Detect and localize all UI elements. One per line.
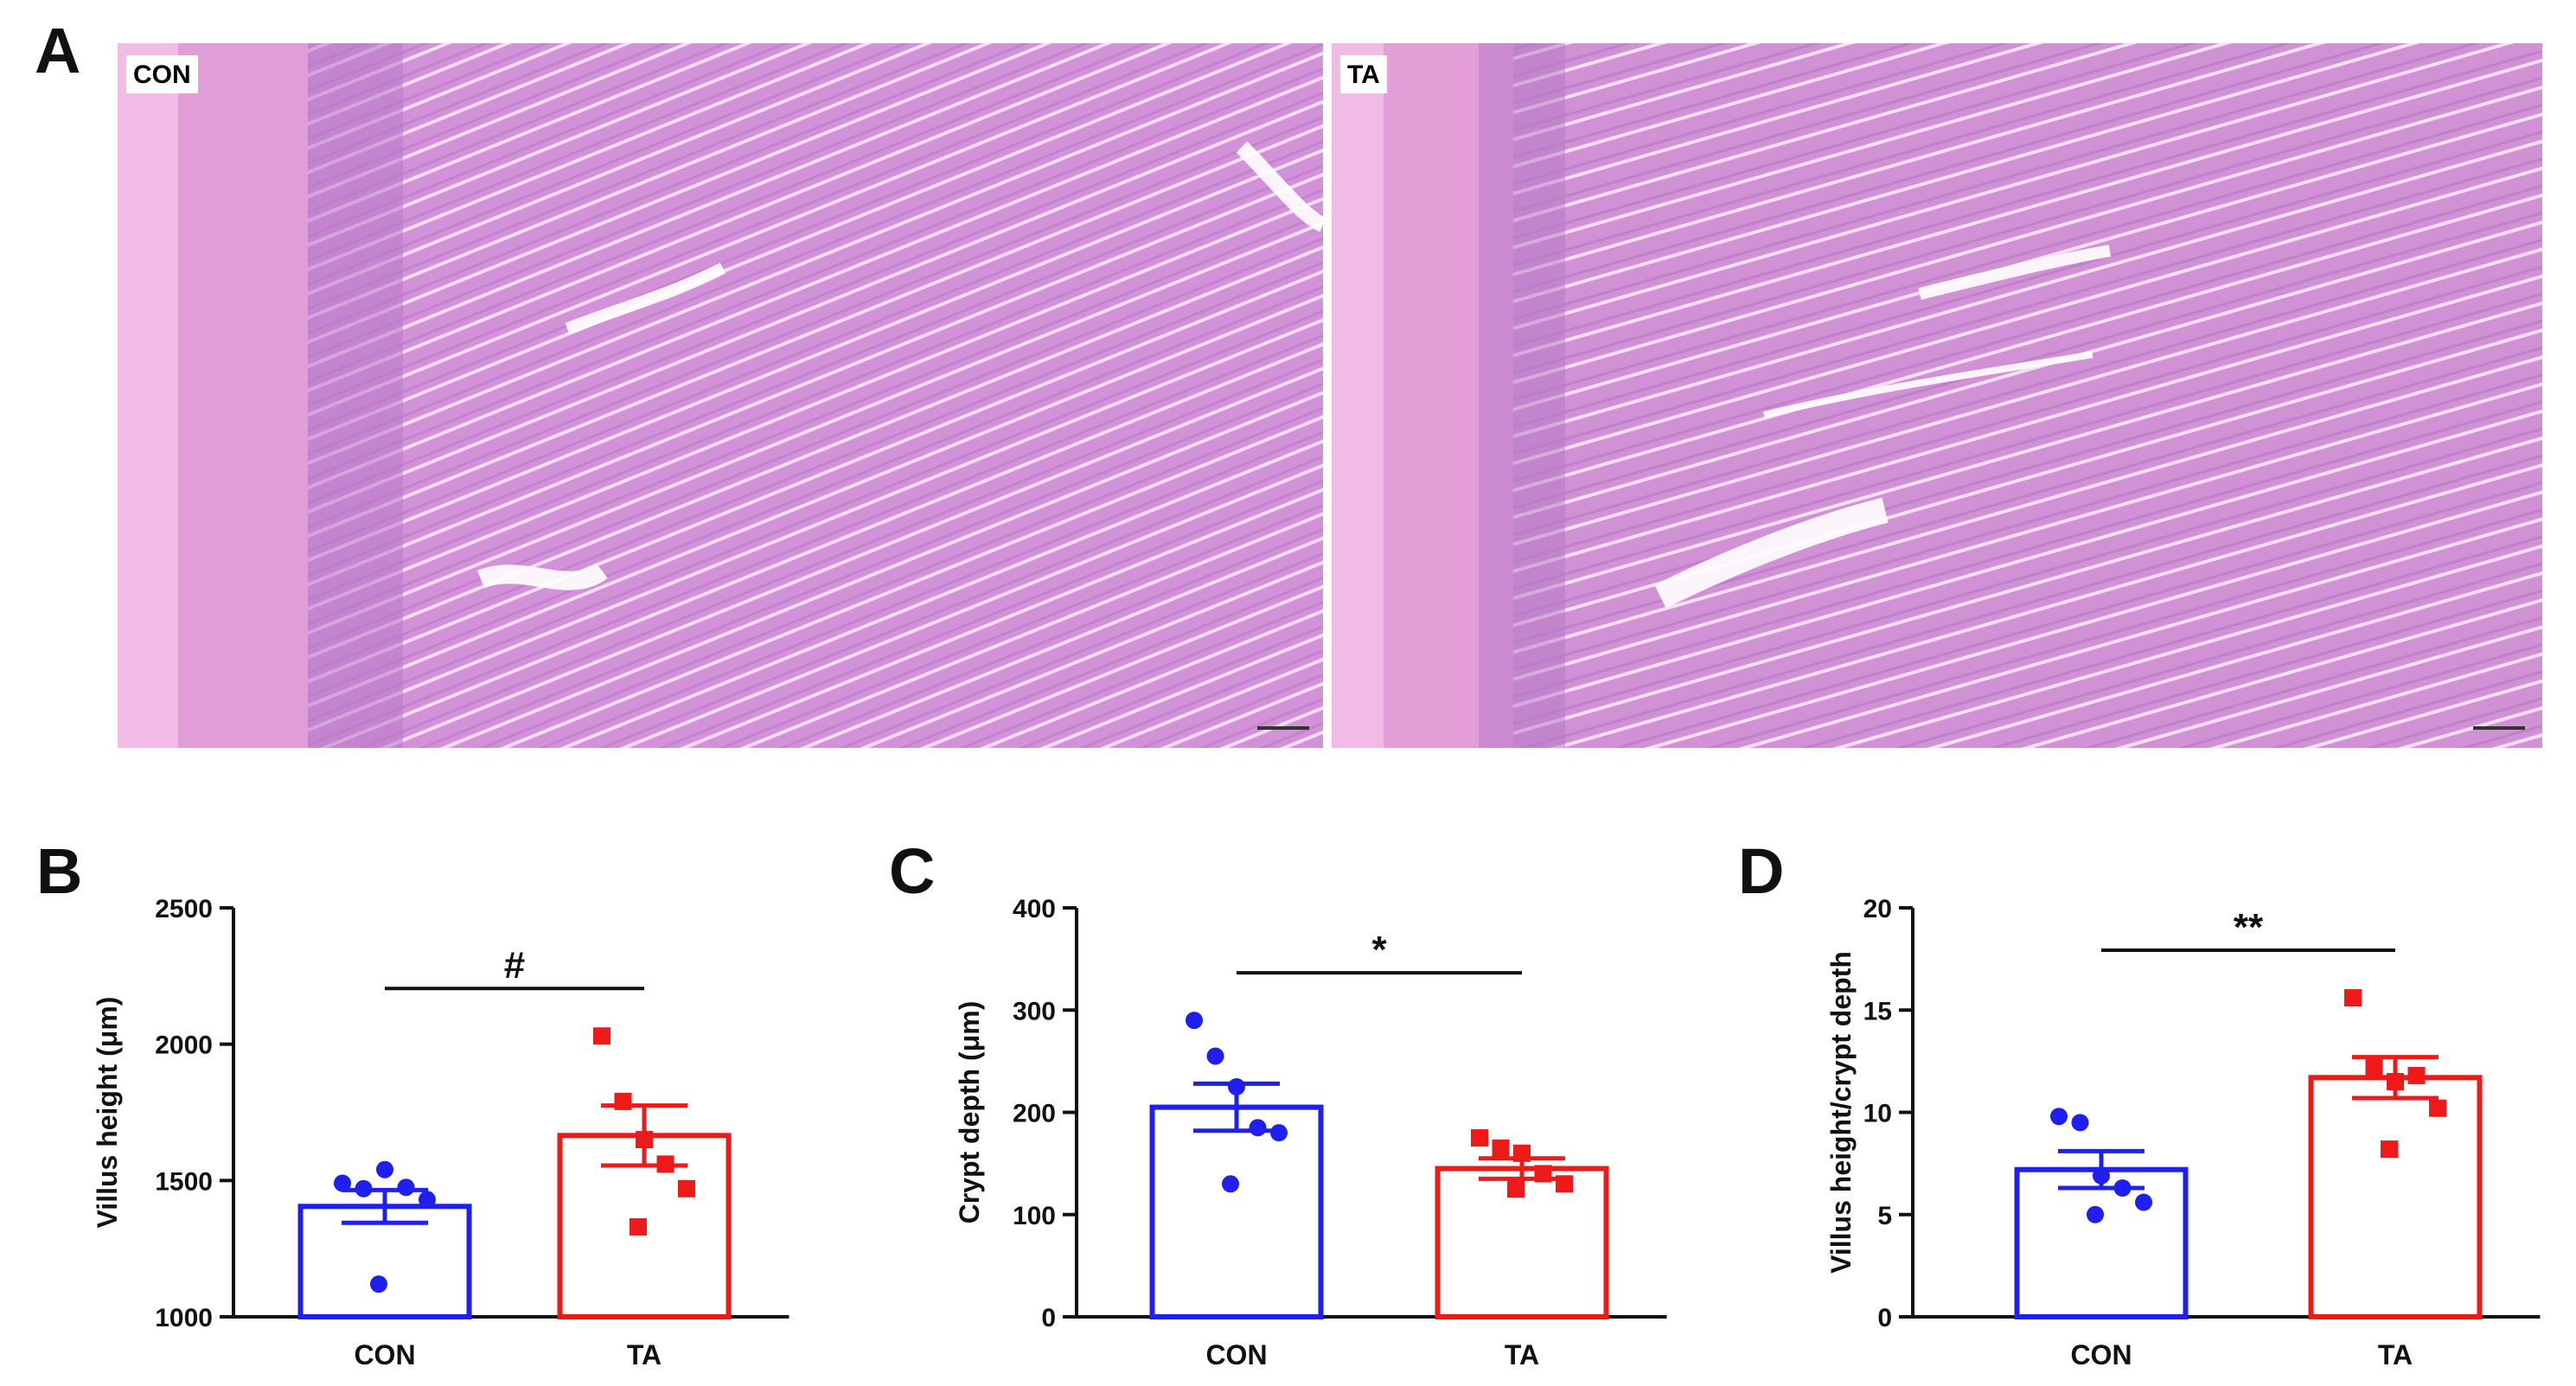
category-label-ta: TA xyxy=(627,1339,662,1370)
data-point-ta xyxy=(1507,1180,1525,1198)
data-point-ta xyxy=(1471,1129,1488,1147)
data-point-con xyxy=(370,1275,387,1293)
data-point-con xyxy=(397,1178,415,1197)
y-axis-title: Villus height/crypt depth xyxy=(1825,951,1857,1274)
data-point-ta xyxy=(2407,1066,2426,1084)
y-tick-label: 10 xyxy=(1863,1100,1892,1128)
y-tick-label: 400 xyxy=(1013,895,1056,923)
data-point-ta xyxy=(1492,1139,1510,1157)
chart-panel-b: B 1000 1500 2000 2500 Villus height (μm) CON TA… xyxy=(36,835,789,1370)
serosa-layer-ta xyxy=(1332,43,1384,748)
panel-letter-b: B xyxy=(36,835,82,907)
y-tick-label: 0 xyxy=(1877,1304,1892,1332)
bar-con xyxy=(2014,1166,2189,1319)
data-point-con xyxy=(1186,1012,1203,1030)
y-tick-label: 2000 xyxy=(155,1032,213,1060)
crypt-band-ta xyxy=(1479,43,1565,748)
villi-texture-ta xyxy=(1513,43,2542,748)
histology-label-con: CON xyxy=(126,55,198,93)
y-tick-label: 0 xyxy=(1041,1304,1056,1332)
bar-ta xyxy=(2308,1075,2483,1320)
data-point-con xyxy=(2093,1166,2110,1185)
data-point-ta xyxy=(614,1092,632,1110)
y-axis-title: Crypt depth (μm) xyxy=(954,1001,985,1224)
y-tick-label: 15 xyxy=(1863,997,1892,1025)
data-point-con xyxy=(419,1191,436,1209)
data-point-ta xyxy=(1513,1144,1531,1162)
y-tick-label: 300 xyxy=(1013,997,1056,1025)
y-axis-title: Villus height (μm) xyxy=(92,997,123,1229)
category-label-ta: TA xyxy=(1505,1339,1539,1370)
data-point-ta xyxy=(2344,989,2362,1007)
panel-letter-c: C xyxy=(889,835,935,907)
panel-a-letter: A xyxy=(35,15,81,86)
serosa-layer-con xyxy=(118,43,178,748)
y-tick-label: 100 xyxy=(1013,1202,1056,1230)
histology-image-ta: TA xyxy=(1332,43,2542,748)
data-point-ta xyxy=(2429,1099,2446,1117)
data-point-con xyxy=(2071,1114,2089,1132)
data-point-con xyxy=(2087,1205,2104,1223)
data-point-ta xyxy=(630,1217,647,1236)
data-point-ta xyxy=(2365,1058,2383,1076)
category-label-con: CON xyxy=(354,1339,415,1370)
panel-letter-d: D xyxy=(1738,835,1784,907)
significance-marker: * xyxy=(1371,929,1387,971)
y-tick-label: 5 xyxy=(1877,1202,1892,1230)
significance-marker: # xyxy=(504,944,525,987)
data-point-con xyxy=(376,1160,393,1178)
muscularis-layer-con xyxy=(178,43,308,748)
data-point-con xyxy=(2113,1179,2132,1198)
data-point-ta xyxy=(1534,1165,1552,1183)
data-point-con xyxy=(1206,1047,1224,1065)
villi-texture-con xyxy=(308,43,1323,748)
histology-image-con: CON xyxy=(118,43,1323,748)
data-point-ta xyxy=(656,1155,674,1173)
data-point-ta xyxy=(593,1027,610,1045)
data-point-ta xyxy=(678,1179,695,1198)
category-label-ta: TA xyxy=(2378,1339,2413,1370)
data-point-con xyxy=(355,1179,373,1198)
data-point-con xyxy=(2050,1108,2068,1126)
histology-label-ta: TA xyxy=(1340,55,1387,93)
data-point-con xyxy=(1249,1119,1267,1137)
data-point-ta xyxy=(2387,1073,2404,1091)
y-tick-label: 1500 xyxy=(155,1167,213,1196)
data-point-con xyxy=(1270,1124,1288,1142)
y-tick-label: 200 xyxy=(1013,1100,1056,1128)
scale-bar-ta xyxy=(2473,726,2525,730)
y-tick-label: 1000 xyxy=(155,1304,213,1332)
category-label-con: CON xyxy=(1205,1339,1267,1370)
data-point-ta xyxy=(2381,1140,2398,1159)
chart-panel-c: C 0 100 200 300 400 Crypt depth (μm) CON TA * xyxy=(889,835,1667,1370)
data-point-ta xyxy=(636,1131,653,1149)
data-point-con xyxy=(1222,1175,1239,1193)
significance-marker: ** xyxy=(2234,906,2264,948)
y-tick-label: 20 xyxy=(1863,895,1892,923)
y-tick-label: 2500 xyxy=(155,895,213,923)
data-point-ta xyxy=(1556,1175,1573,1193)
data-point-con xyxy=(2135,1193,2152,1211)
bar-con xyxy=(1149,1104,1324,1320)
crypt-band-con xyxy=(308,43,403,748)
scale-bar-con xyxy=(1257,726,1309,730)
data-point-con xyxy=(334,1174,351,1192)
data-point-con xyxy=(1228,1077,1245,1095)
category-label-con: CON xyxy=(2070,1339,2132,1370)
